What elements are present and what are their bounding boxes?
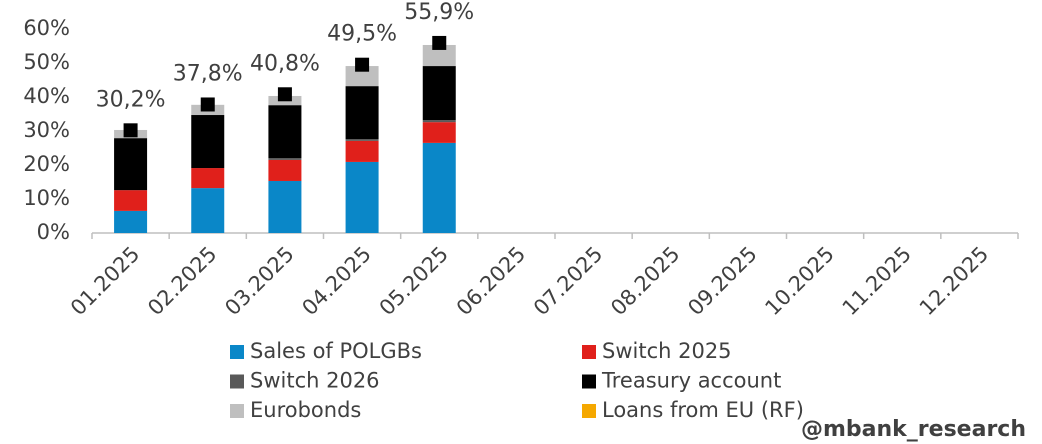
total-marker: [200, 97, 215, 112]
legend-swatch: [230, 374, 244, 389]
data-label: 30,2%: [96, 87, 166, 112]
bar-segment: [345, 66, 379, 87]
bar-segment: [422, 66, 456, 121]
bar-segment: [268, 105, 302, 159]
legend-label: Eurobonds: [250, 398, 361, 422]
y-tick-label: 40%: [23, 84, 70, 108]
x-tick-label: 12.2025: [915, 242, 993, 320]
data-label: 40,8%: [250, 51, 320, 76]
watermark: @mbank_research: [801, 417, 1026, 442]
bar-segment: [422, 44, 456, 67]
y-tick-label: 20%: [23, 152, 70, 176]
bar-segment: [191, 188, 225, 233]
bar-segment: [345, 161, 379, 233]
y-tick-label: 50%: [23, 50, 70, 74]
total-marker: [432, 35, 447, 50]
legend-swatch: [582, 345, 596, 359]
x-tick-label: 05.2025: [375, 242, 453, 320]
bar-segment: [422, 122, 456, 143]
data-label: 49,5%: [327, 22, 397, 47]
bar-segment: [268, 159, 302, 181]
legend-label: Switch 2026: [250, 369, 380, 393]
total-marker: [355, 57, 370, 72]
legend-label: Treasury account: [601, 369, 781, 393]
bar-segment: [191, 115, 225, 169]
bar-segment: [345, 86, 379, 140]
data-label: 37,8%: [173, 61, 243, 86]
x-tick-label: 04.2025: [297, 242, 375, 320]
bar-segment: [345, 139, 379, 141]
bar-segment: [114, 138, 148, 191]
legend-label: Loans from EU (RF): [602, 398, 804, 422]
x-tick-label: 01.2025: [66, 242, 144, 320]
legend-swatch: [582, 374, 596, 389]
data-label: 55,9%: [404, 0, 474, 25]
x-tick-label: 03.2025: [220, 242, 298, 320]
total-marker: [277, 87, 292, 102]
total-marker: [123, 123, 138, 138]
x-tick-label: 10.2025: [760, 242, 838, 320]
bar-segment: [191, 168, 225, 189]
legend-label: Sales of POLGBs: [250, 339, 422, 363]
legend-swatch: [230, 404, 244, 418]
y-tick-label: 60%: [23, 16, 70, 40]
x-tick-label: 06.2025: [452, 242, 530, 320]
legend-label: Switch 2025: [602, 339, 732, 363]
bar-segment: [268, 158, 302, 160]
x-tick-label: 11.2025: [838, 242, 916, 320]
x-tick-label: 02.2025: [143, 242, 221, 320]
x-tick-label: 07.2025: [529, 242, 607, 320]
legend-swatch: [230, 345, 244, 359]
x-tick-label: 08.2025: [606, 242, 684, 320]
y-tick-label: 10%: [23, 186, 70, 210]
x-tick-label: 09.2025: [683, 242, 761, 320]
bar-segment: [268, 180, 302, 233]
bar-segment: [422, 142, 456, 233]
bar-segment: [114, 190, 148, 211]
y-tick-label: 0%: [37, 220, 70, 244]
y-tick-label: 30%: [23, 118, 70, 142]
legend-swatch: [582, 404, 596, 418]
bar-segment: [422, 120, 456, 123]
bar-segment: [345, 140, 379, 162]
bar-segment: [114, 210, 148, 233]
